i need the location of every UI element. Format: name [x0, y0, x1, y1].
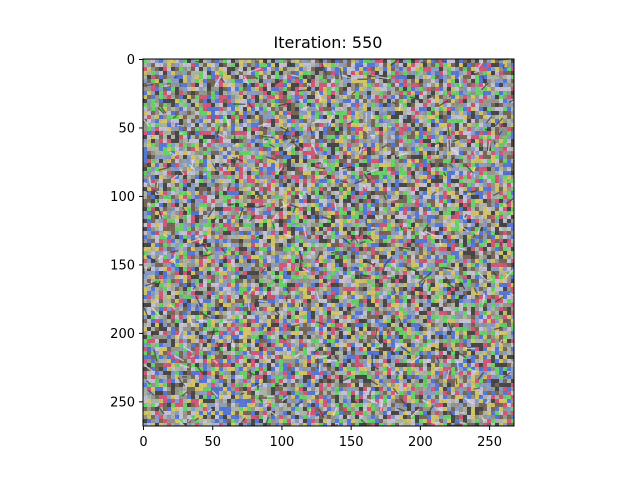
chart-title: Iteration: 550	[274, 33, 383, 52]
plot-area	[142, 58, 515, 427]
